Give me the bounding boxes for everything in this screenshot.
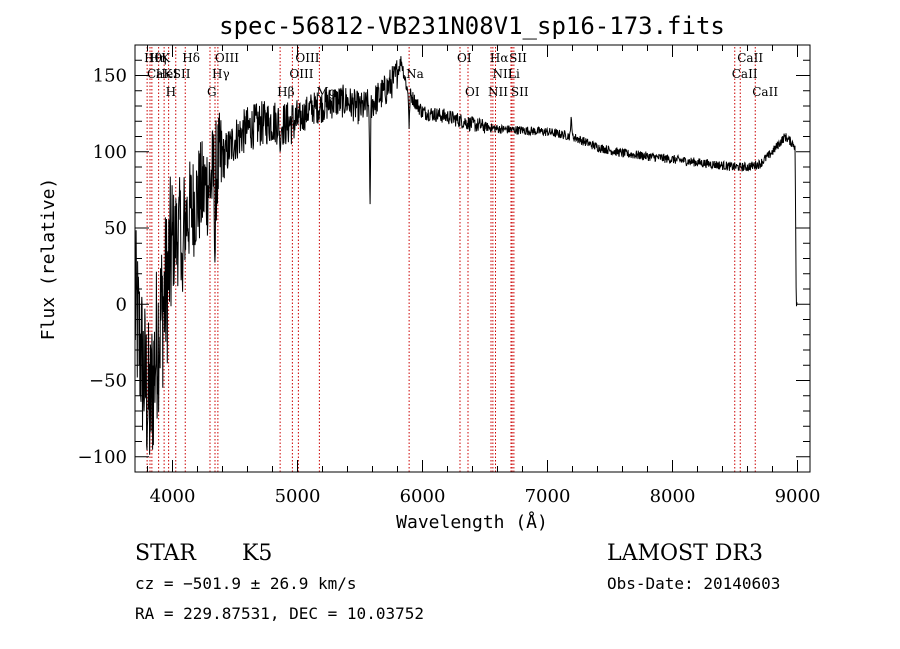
line-label: CaII	[752, 85, 778, 99]
y-axis-ticks: −100 −50 0 50 100 150	[78, 59, 810, 468]
line-label: SII	[173, 67, 191, 81]
x-tick-label: 8000	[650, 486, 696, 507]
coordinates-readout: RA = 229.87531, DEC = 10.03752	[135, 604, 424, 623]
line-label: Hγ	[212, 67, 230, 81]
line-label: OI	[457, 51, 472, 65]
redshift-readout: cz = −501.9 ± 26.9 km/s	[135, 574, 357, 593]
line-label: H	[166, 85, 176, 99]
x-tick-label: 7000	[525, 486, 571, 507]
x-axis-label: Wavelength (Å)	[396, 511, 548, 533]
observation-date: Obs-Date: 20140603	[607, 574, 780, 593]
plot-frame	[134, 44, 811, 473]
chart-title: spec-56812-VB231N08V1_sp16-173.fits	[219, 12, 725, 40]
line-label: Li	[508, 67, 520, 81]
y-tick-label: −100	[78, 447, 127, 468]
x-tick-label: 6000	[400, 486, 446, 507]
line-label: SII	[509, 51, 527, 65]
line-label: Hα	[490, 51, 509, 65]
line-label: Hβ	[277, 85, 294, 99]
line-label: NII	[493, 67, 513, 81]
y-axis-label: Flux (relative)	[38, 178, 59, 341]
line-label: SII	[511, 85, 529, 99]
x-tick-label: 9000	[775, 486, 821, 507]
y-tick-label: 50	[104, 218, 127, 239]
line-label: OI	[465, 85, 480, 99]
line-label: K	[161, 51, 171, 65]
emission-line-labels: HθCaKHηHeIKHSIIHδGHγOIIIHβOIIIOIIIMgNaOI…	[144, 51, 778, 99]
line-label: CaII	[732, 67, 758, 81]
line-label: CaII	[737, 51, 763, 65]
object-subclass: K5	[242, 541, 272, 566]
spectrum-line	[134, 56, 798, 455]
x-tick-label: 4000	[150, 486, 196, 507]
y-tick-label: 0	[116, 294, 127, 315]
survey-name: LAMOST DR3	[607, 541, 763, 566]
line-label: OIII	[295, 51, 319, 65]
y-tick-label: −50	[89, 371, 127, 392]
line-label: OIII	[215, 51, 239, 65]
x-tick-label: 5000	[275, 486, 321, 507]
object-class: STAR	[135, 541, 197, 566]
line-label: Hθ	[144, 51, 162, 65]
line-label: OIII	[289, 67, 313, 81]
x-axis-ticks: 4000 5000 6000 7000 8000 9000	[147, 45, 821, 507]
emission-line-markers	[146, 47, 756, 472]
y-tick-label: 100	[93, 142, 127, 163]
line-label: HeI	[156, 67, 179, 81]
line-label: Hη	[149, 51, 167, 65]
line-label: CaK	[147, 67, 173, 81]
line-label: G	[207, 85, 217, 99]
line-label: NII	[488, 85, 508, 99]
y-tick-label: 150	[93, 66, 127, 87]
line-label: Na	[406, 67, 424, 81]
line-label: Hδ	[182, 51, 200, 65]
